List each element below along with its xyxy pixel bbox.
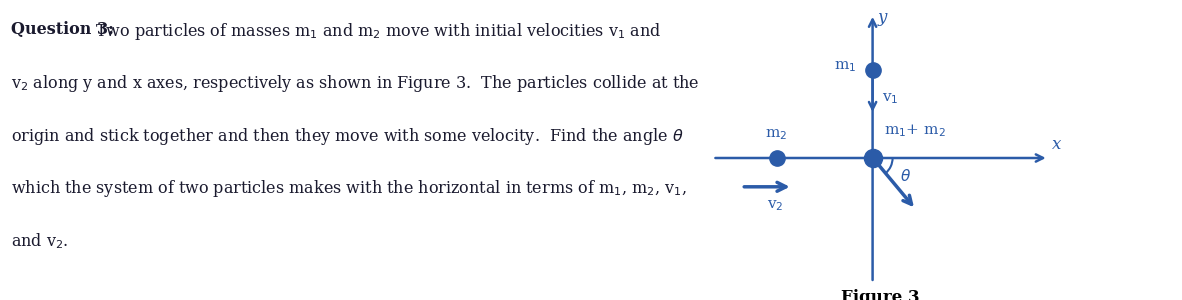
- Text: and v$_2$.: and v$_2$.: [11, 231, 69, 251]
- Text: v$_1$: v$_1$: [882, 92, 898, 106]
- Text: x: x: [1052, 136, 1061, 153]
- Text: Two particles of masses m$_1$ and m$_2$ move with initial velocities v$_1$ and: Two particles of masses m$_1$ and m$_2$ …: [95, 21, 661, 42]
- Text: $\theta$: $\theta$: [900, 168, 911, 184]
- Text: v$_2$ along y and x axes, respectively as shown in Figure 3.  The particles coll: v$_2$ along y and x axes, respectively a…: [11, 74, 699, 94]
- Text: y: y: [877, 9, 886, 26]
- Text: Figure 3: Figure 3: [842, 289, 920, 300]
- Text: m$_2$: m$_2$: [766, 127, 787, 142]
- Text: m$_1$: m$_1$: [834, 59, 857, 74]
- Text: which the system of two particles makes with the horizontal in terms of m$_1$, m: which the system of two particles makes …: [11, 178, 687, 200]
- Text: origin and stick together and then they move with some velocity.  Find the angle: origin and stick together and then they …: [11, 126, 683, 147]
- Text: m$_1$+ m$_2$: m$_1$+ m$_2$: [884, 122, 946, 139]
- Text: v$_2$: v$_2$: [767, 198, 784, 213]
- Text: Question 3:: Question 3:: [11, 21, 113, 38]
